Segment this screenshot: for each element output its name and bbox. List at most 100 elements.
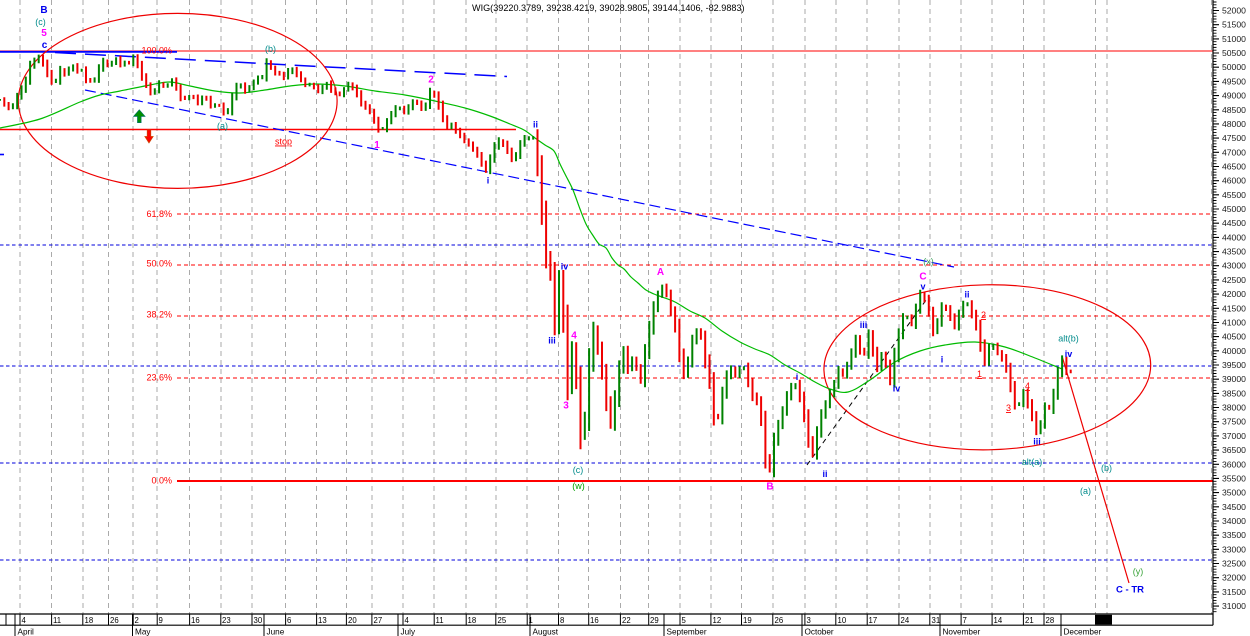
svg-text:iv: iv: [561, 262, 569, 272]
svg-text:(c): (c): [573, 465, 584, 475]
svg-text:46000: 46000: [1222, 176, 1246, 186]
svg-text:v: v: [920, 282, 925, 292]
svg-text:28: 28: [1046, 616, 1055, 625]
svg-text:48000: 48000: [1222, 119, 1246, 129]
svg-text:43500: 43500: [1222, 247, 1246, 257]
svg-text:iii: iii: [548, 336, 556, 346]
svg-text:24: 24: [901, 616, 910, 625]
svg-text:A: A: [657, 267, 664, 278]
svg-text:39000: 39000: [1222, 374, 1246, 384]
svg-text:61.8%: 61.8%: [146, 209, 172, 219]
svg-text:26: 26: [110, 616, 119, 625]
svg-text:B: B: [766, 482, 773, 493]
svg-text:36500: 36500: [1222, 445, 1246, 455]
svg-text:47500: 47500: [1222, 133, 1246, 143]
svg-text:December: December: [1064, 628, 1102, 636]
svg-text:October: October: [805, 628, 834, 636]
svg-text:alt(a): alt(a): [1022, 457, 1043, 467]
svg-text:1: 1: [977, 369, 982, 379]
svg-text:C: C: [919, 272, 926, 283]
svg-text:B: B: [40, 5, 47, 16]
svg-text:42000: 42000: [1222, 289, 1246, 299]
svg-text:38500: 38500: [1222, 388, 1246, 398]
svg-text:18: 18: [468, 616, 477, 625]
svg-text:November: November: [943, 628, 981, 636]
svg-text:2: 2: [135, 616, 139, 625]
svg-text:41000: 41000: [1222, 318, 1246, 328]
svg-text:26: 26: [775, 616, 784, 625]
svg-text:32000: 32000: [1222, 573, 1246, 583]
svg-text:(y): (y): [1133, 567, 1144, 577]
svg-text:10: 10: [838, 616, 847, 625]
svg-text:WIG(39220.3789, 39238.4219, 39: WIG(39220.3789, 39238.4219, 39028.9805, …: [472, 3, 745, 13]
svg-text:2: 2: [428, 75, 434, 86]
svg-text:18: 18: [85, 616, 94, 625]
svg-text:4: 4: [405, 616, 410, 625]
svg-text:52000: 52000: [1222, 6, 1246, 16]
svg-text:iv: iv: [893, 384, 901, 394]
svg-text:31: 31: [932, 616, 941, 625]
svg-text:37000: 37000: [1222, 431, 1246, 441]
svg-text:stop: stop: [275, 137, 292, 147]
svg-text:3: 3: [807, 616, 811, 625]
svg-text:ii: ii: [533, 120, 538, 130]
svg-text:i: i: [487, 176, 490, 186]
svg-text:45000: 45000: [1222, 204, 1246, 214]
svg-text:11: 11: [436, 616, 444, 625]
svg-text:(x): (x): [923, 257, 934, 267]
svg-text:30: 30: [254, 616, 263, 625]
svg-text:iv: iv: [1065, 349, 1073, 359]
svg-text:50000: 50000: [1222, 62, 1246, 72]
svg-text:7: 7: [963, 616, 967, 625]
svg-text:June: June: [267, 628, 285, 636]
svg-text:0.0%: 0.0%: [151, 476, 172, 486]
svg-text:44000: 44000: [1222, 232, 1246, 242]
svg-text:38.2%: 38.2%: [146, 310, 172, 320]
svg-text:5: 5: [41, 28, 47, 39]
svg-text:3: 3: [563, 401, 569, 412]
svg-text:40000: 40000: [1222, 346, 1246, 356]
svg-text:100.0%: 100.0%: [141, 46, 172, 56]
svg-text:alt(b): alt(b): [1058, 334, 1079, 344]
svg-text:25: 25: [498, 616, 507, 625]
svg-text:9: 9: [159, 616, 163, 625]
svg-text:34500: 34500: [1222, 502, 1246, 512]
svg-text:50500: 50500: [1222, 48, 1246, 58]
svg-text:29: 29: [650, 616, 659, 625]
svg-text:22: 22: [622, 616, 631, 625]
svg-text:19: 19: [743, 616, 752, 625]
svg-text:4: 4: [22, 616, 27, 625]
svg-text:C - TR: C - TR: [1116, 585, 1144, 596]
svg-text:23.6%: 23.6%: [146, 373, 172, 383]
svg-text:51000: 51000: [1222, 34, 1246, 44]
svg-text:35500: 35500: [1222, 473, 1246, 483]
svg-text:46500: 46500: [1222, 162, 1246, 172]
svg-text:i: i: [796, 372, 799, 382]
svg-text:14: 14: [994, 616, 1003, 625]
svg-text:41500: 41500: [1222, 303, 1246, 313]
svg-text:34000: 34000: [1222, 516, 1246, 526]
svg-text:50.0%: 50.0%: [146, 259, 172, 269]
svg-text:48500: 48500: [1222, 105, 1246, 115]
svg-text:35000: 35000: [1222, 488, 1246, 498]
svg-text:40500: 40500: [1222, 332, 1246, 342]
svg-text:(c): (c): [35, 17, 46, 27]
svg-text:20: 20: [348, 616, 357, 625]
svg-text:1: 1: [374, 140, 380, 151]
svg-text:16: 16: [590, 616, 599, 625]
svg-text:47000: 47000: [1222, 147, 1246, 157]
svg-text:iii: iii: [1033, 437, 1041, 447]
svg-text:ii: ii: [964, 290, 969, 300]
svg-text:27: 27: [374, 616, 383, 625]
svg-text:c: c: [42, 40, 48, 51]
svg-text:September: September: [667, 628, 707, 636]
svg-text:33000: 33000: [1222, 544, 1246, 554]
svg-text:4: 4: [1025, 381, 1030, 391]
svg-text:33500: 33500: [1222, 530, 1246, 540]
svg-text:13: 13: [318, 616, 327, 625]
svg-text:45500: 45500: [1222, 190, 1246, 200]
svg-text:2: 2: [981, 310, 986, 320]
svg-text:August: August: [533, 628, 559, 636]
svg-text:(a): (a): [217, 121, 228, 131]
svg-text:11: 11: [53, 616, 61, 625]
